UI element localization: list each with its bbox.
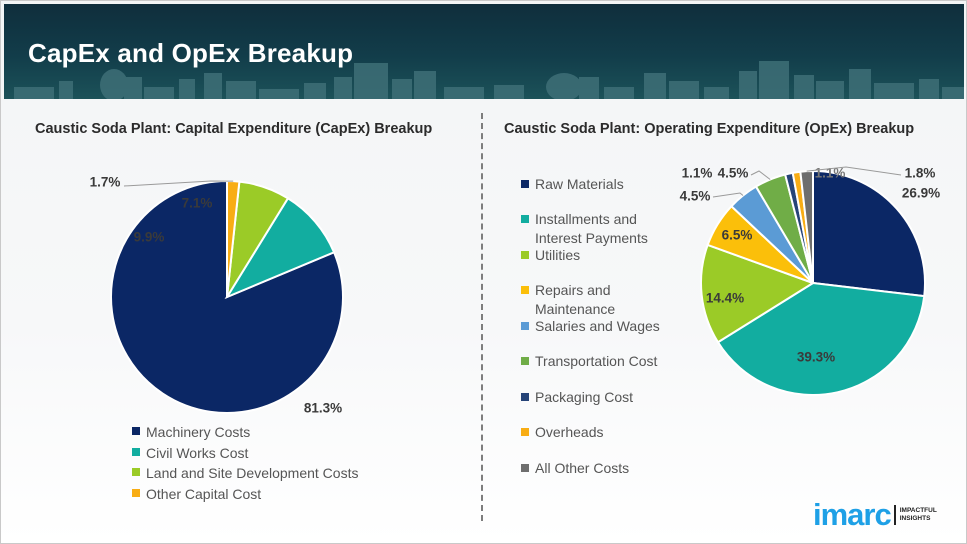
- legend-swatch: [521, 286, 529, 294]
- data-label: 39.3%: [797, 350, 835, 365]
- opex-legend-item: Overheads: [521, 423, 671, 459]
- legend-label: Civil Works Cost: [146, 444, 249, 461]
- opex-legend-item: Installments and Interest Payments: [521, 210, 671, 246]
- imarc-logo: imarc IMPACTFUL INSIGHTS: [813, 497, 937, 533]
- data-label: 9.9%: [134, 230, 165, 245]
- tagline-line-2: INSIGHTS: [899, 515, 931, 522]
- capex-legend: Machinery Costs Civil Works Cost Land an…: [132, 422, 358, 504]
- legend-label: Other Capital Cost: [146, 485, 262, 502]
- legend-swatch: [132, 427, 140, 435]
- legend-label: Salaries and Wages: [535, 318, 660, 334]
- pie-slice: [700, 243, 816, 344]
- legend-swatch: [132, 488, 140, 497]
- capex-legend-item: Land and Site Development Costs: [132, 463, 358, 484]
- legend-swatch: [521, 322, 529, 330]
- legend-swatch: [521, 428, 529, 436]
- logo-tagline: IMPACTFUL INSIGHTS: [900, 507, 937, 523]
- legend-label: Transportation Cost: [535, 353, 658, 369]
- data-label: 14.4%: [706, 291, 744, 306]
- legend-swatch: [521, 393, 529, 401]
- data-label: 4.5%: [680, 189, 711, 204]
- capex-legend-item: Other Capital Cost: [132, 484, 358, 505]
- data-label: 1.1%: [682, 166, 713, 181]
- capex-legend-item: Civil Works Cost: [132, 443, 358, 464]
- data-label: 1.7%: [90, 175, 121, 190]
- opex-legend: Raw Materials Installments and Interest …: [521, 175, 671, 494]
- logo-wordmark: imarc: [813, 497, 892, 532]
- opex-legend-item: Repairs and Maintenance: [521, 281, 671, 317]
- pie-slice: [224, 196, 336, 300]
- page-title: CapEx and OpEx Breakup: [28, 38, 354, 68]
- legend-swatch: [521, 215, 529, 223]
- leader-line: [712, 192, 744, 198]
- tagline-line-1: IMPACTFUL: [899, 507, 937, 514]
- legend-swatch: [521, 357, 529, 365]
- data-label: 81.3%: [304, 401, 342, 416]
- opex-legend-item: Raw Materials: [521, 175, 671, 210]
- logo-separator: [893, 505, 896, 525]
- capex-legend-item: Machinery Costs: [132, 422, 358, 443]
- opex-legend-item: Transportation Cost: [521, 352, 671, 388]
- legend-label: Utilities: [535, 247, 581, 263]
- data-label: 1.8%: [905, 166, 936, 181]
- legend-label: Raw Materials: [535, 176, 624, 192]
- legend-swatch: [132, 468, 140, 476]
- leader-line: [123, 180, 234, 187]
- legend-swatch: [521, 180, 529, 188]
- opex-chart-title: Caustic Soda Plant: Operating Expenditur…: [504, 121, 915, 137]
- capex-chart-title: Caustic Soda Plant: Capital Expenditure …: [35, 121, 433, 137]
- section-divider: [481, 113, 483, 521]
- pie-slice: [812, 169, 926, 298]
- legend-label: Packaging Cost: [535, 389, 634, 405]
- data-label: 26.9%: [902, 186, 940, 201]
- legend-swatch: [521, 464, 529, 472]
- legend-label: Repairs and Maintenance: [535, 282, 616, 317]
- leader-line: [750, 170, 771, 180]
- legend-label: Machinery Costs: [146, 424, 251, 440]
- opex-legend-item: Salaries and Wages: [521, 317, 671, 352]
- data-label: 7.1%: [182, 196, 213, 211]
- legend-label: All Other Costs: [535, 460, 630, 476]
- opex-legend-item: Packaging Cost: [521, 388, 671, 423]
- data-label: 4.5%: [718, 166, 749, 181]
- legend-label: Overheads: [535, 424, 604, 440]
- leader-line: [806, 166, 902, 176]
- opex-legend-item: Utilities: [521, 246, 671, 281]
- legend-swatch: [521, 251, 529, 259]
- legend-label: Installments and Interest Payments: [535, 211, 648, 246]
- legend-label: Land and Site Development Costs: [146, 465, 359, 481]
- skyline-decoration: [14, 61, 964, 99]
- opex-legend-item: All Other Costs: [521, 459, 671, 494]
- header-banner: CapEx and OpEx Breakup: [4, 4, 964, 99]
- legend-swatch: [132, 447, 140, 456]
- data-label: 6.5%: [722, 228, 753, 243]
